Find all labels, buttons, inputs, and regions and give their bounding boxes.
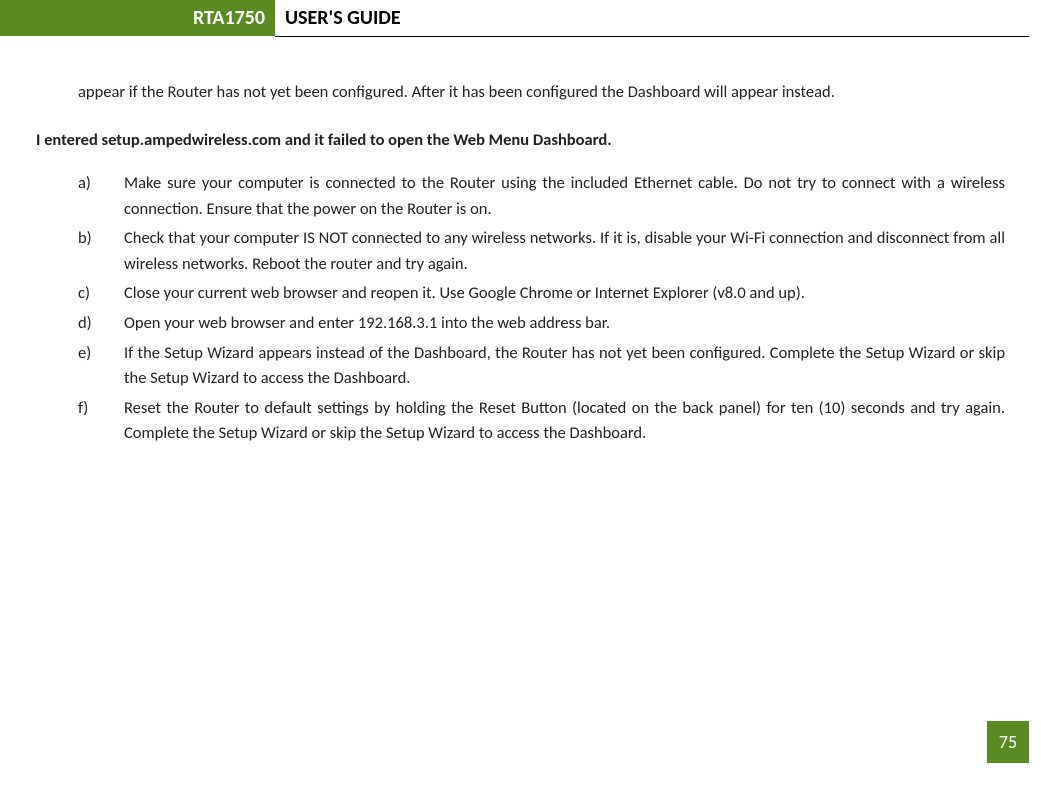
list-marker: f) [78, 396, 108, 422]
doc-title: USER'S GUIDE [285, 0, 401, 36]
list-text: Check that your computer IS NOT connecte… [124, 228, 1005, 274]
list-item: f) Reset the Router to default settings … [78, 396, 1005, 447]
list-item: b) Check that your computer IS NOT conne… [78, 226, 1005, 277]
product-code: RTA1750 [193, 6, 265, 30]
page-number-badge: 75 [987, 721, 1029, 763]
steps-list: a) Make sure your computer is connected … [78, 171, 1005, 447]
header-rule [275, 36, 1029, 37]
page-header: RTA1750 USER'S GUIDE [0, 0, 1041, 40]
list-marker: b) [78, 226, 108, 252]
list-marker: e) [78, 341, 108, 367]
page-number: 75 [999, 731, 1017, 753]
list-marker: d) [78, 311, 108, 337]
list-text: Make sure your computer is connected to … [124, 173, 1005, 219]
list-item: e) If the Setup Wizard appears instead o… [78, 341, 1005, 392]
list-item: c) Close your current web browser and re… [78, 281, 1005, 307]
list-marker: c) [78, 281, 108, 307]
page-content: appear if the Router has not yet been co… [0, 40, 1041, 447]
list-item: a) Make sure your computer is connected … [78, 171, 1005, 222]
list-text: Reset the Router to default settings by … [124, 398, 1005, 444]
list-marker: a) [78, 171, 108, 197]
page: RTA1750 USER'S GUIDE appear if the Route… [0, 0, 1041, 791]
section-heading: I entered setup.ampedwireless.com and it… [36, 128, 1005, 154]
list-text: Open your web browser and enter 192.168.… [124, 313, 610, 333]
list-text: If the Setup Wizard appears instead of t… [124, 343, 1005, 389]
product-badge: RTA1750 [0, 0, 275, 36]
list-item: d) Open your web browser and enter 192.1… [78, 311, 1005, 337]
list-text: Close your current web browser and reope… [124, 283, 805, 303]
intro-paragraph: appear if the Router has not yet been co… [78, 80, 1005, 106]
